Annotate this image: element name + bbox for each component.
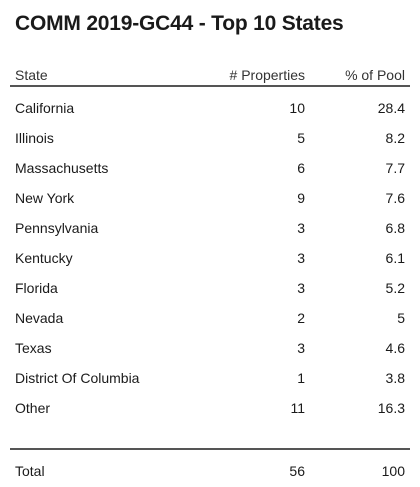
header-pool: % of Pool	[345, 67, 405, 83]
cell-properties: 1	[297, 370, 305, 386]
cell-properties: 5	[297, 130, 305, 146]
total-properties: 56	[289, 463, 305, 479]
cell-pool: 3.8	[385, 370, 405, 386]
cell-properties: 9	[297, 190, 305, 206]
cell-state: New York	[15, 190, 75, 206]
cell-properties: 2	[297, 310, 305, 326]
table-row: District Of Columbia 1 3.8	[10, 363, 410, 393]
cell-pool: 4.6	[385, 340, 405, 356]
header-state: State	[15, 67, 48, 83]
cell-pool: 5	[397, 310, 405, 326]
cell-state: Illinois	[15, 130, 54, 146]
cell-properties: 10	[289, 100, 305, 116]
cell-pool: 8.2	[385, 130, 405, 146]
cell-pool: 5.2	[385, 280, 405, 296]
cell-properties: 6	[297, 160, 305, 176]
table-row: Nevada 2 5	[10, 303, 410, 333]
table-row: Illinois 5 8.2	[10, 123, 410, 153]
table-row: Other 11 16.3	[10, 393, 410, 423]
cell-properties: 3	[297, 280, 305, 296]
cell-pool: 7.6	[385, 190, 405, 206]
states-table: State # Properties % of Pool California 1…	[10, 66, 410, 486]
cell-pool: 28.4	[377, 100, 405, 116]
table-row: Florida 3 5.2	[10, 273, 410, 303]
cell-properties: 3	[297, 220, 305, 236]
cell-pool: 6.1	[385, 250, 405, 266]
table-row: Pennsylvania 3 6.8	[10, 213, 410, 243]
cell-state: Pennsylvania	[15, 220, 99, 236]
cell-state: Kentucky	[15, 250, 73, 266]
table-row: Massachusetts 6 7.7	[10, 153, 410, 183]
cell-pool: 7.7	[385, 160, 405, 176]
cell-state: Massachusetts	[15, 160, 109, 176]
cell-state: Other	[15, 400, 51, 416]
table-row: California 10 28.4	[10, 93, 410, 123]
total-label: Total	[15, 463, 45, 479]
cell-pool: 16.3	[377, 400, 405, 416]
total-pool: 100	[381, 463, 405, 479]
cell-state: District Of Columbia	[15, 370, 140, 386]
cell-properties: 3	[297, 340, 305, 356]
cell-state: California	[15, 100, 75, 116]
cell-pool: 6.8	[385, 220, 405, 236]
page-title: COMM 2019-GC44 - Top 10 States	[15, 12, 344, 35]
cell-state: Florida	[15, 280, 58, 296]
header-properties: # Properties	[229, 67, 305, 83]
cell-properties: 11	[290, 400, 305, 416]
table-row: New York 9 7.6	[10, 183, 410, 213]
table-body: California 10 28.4 Illinois 5 8.2 Massachusett…	[10, 87, 410, 423]
cell-properties: 3	[297, 250, 305, 266]
table-header: State # Properties % of Pool	[10, 66, 410, 87]
table-row: Texas 3 4.6	[10, 333, 410, 363]
total-row: Total 56 100	[10, 456, 410, 486]
cell-state: Texas	[15, 340, 52, 356]
table-row: Kentucky 3 6.1	[10, 243, 410, 273]
total-divider	[10, 448, 410, 450]
cell-state: Nevada	[15, 310, 64, 326]
